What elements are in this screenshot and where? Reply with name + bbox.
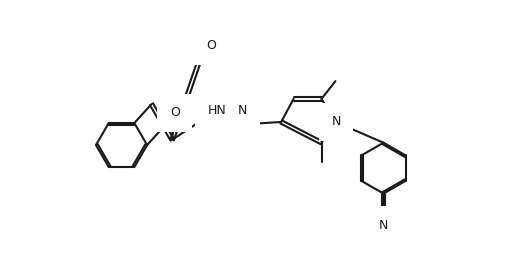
Text: HN: HN [207,104,226,117]
Text: N: N [379,219,388,232]
Text: N: N [331,116,341,128]
Text: O: O [170,106,180,119]
Text: O: O [206,39,216,52]
Text: N: N [238,104,247,117]
